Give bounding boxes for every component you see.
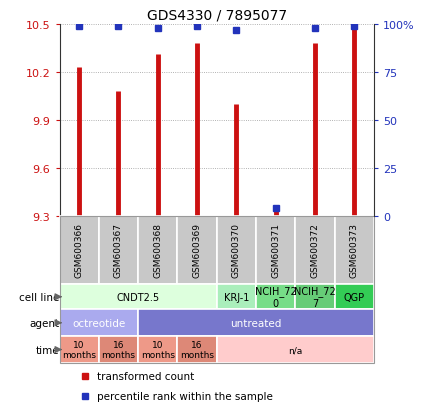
Text: 16
months: 16 months bbox=[102, 340, 136, 359]
Text: GSM600367: GSM600367 bbox=[114, 223, 123, 278]
Text: GSM600369: GSM600369 bbox=[193, 223, 201, 278]
Bar bbox=[60, 285, 217, 310]
Bar bbox=[217, 216, 256, 285]
Bar bbox=[178, 216, 217, 285]
Text: GSM600371: GSM600371 bbox=[271, 223, 280, 278]
Text: NCIH_72
0: NCIH_72 0 bbox=[255, 286, 297, 308]
Text: octreotide: octreotide bbox=[72, 318, 125, 328]
Text: GSM600368: GSM600368 bbox=[153, 223, 162, 278]
Bar bbox=[335, 216, 374, 285]
Text: untreated: untreated bbox=[230, 318, 282, 328]
Bar bbox=[335, 285, 374, 310]
Bar bbox=[217, 336, 374, 363]
Bar bbox=[217, 285, 256, 310]
Bar bbox=[256, 216, 295, 285]
Text: GSM600370: GSM600370 bbox=[232, 223, 241, 278]
Text: 10
months: 10 months bbox=[141, 340, 175, 359]
Text: 16
months: 16 months bbox=[180, 340, 214, 359]
Text: 10
months: 10 months bbox=[62, 340, 96, 359]
Text: GSM600373: GSM600373 bbox=[350, 223, 359, 278]
Text: NCIH_72
7: NCIH_72 7 bbox=[294, 286, 336, 308]
Title: GDS4330 / 7895077: GDS4330 / 7895077 bbox=[147, 8, 287, 22]
Text: time: time bbox=[36, 345, 60, 355]
Text: agent: agent bbox=[29, 318, 60, 328]
Text: GSM600372: GSM600372 bbox=[311, 223, 320, 278]
Bar bbox=[138, 336, 178, 363]
Bar bbox=[178, 336, 217, 363]
Text: n/a: n/a bbox=[288, 345, 303, 354]
Bar bbox=[99, 216, 138, 285]
Bar bbox=[138, 216, 178, 285]
Text: CNDT2.5: CNDT2.5 bbox=[116, 292, 160, 302]
Text: transformed count: transformed count bbox=[97, 371, 195, 381]
Text: KRJ-1: KRJ-1 bbox=[224, 292, 249, 302]
Bar bbox=[295, 216, 335, 285]
Bar bbox=[99, 336, 138, 363]
Bar bbox=[295, 285, 335, 310]
Bar bbox=[60, 310, 138, 336]
Text: percentile rank within the sample: percentile rank within the sample bbox=[97, 391, 273, 401]
Text: GSM600366: GSM600366 bbox=[75, 223, 84, 278]
Text: cell line: cell line bbox=[19, 292, 60, 302]
Bar bbox=[60, 216, 99, 285]
Bar bbox=[138, 310, 374, 336]
Text: QGP: QGP bbox=[344, 292, 365, 302]
Bar bbox=[256, 285, 295, 310]
Bar bbox=[60, 336, 99, 363]
